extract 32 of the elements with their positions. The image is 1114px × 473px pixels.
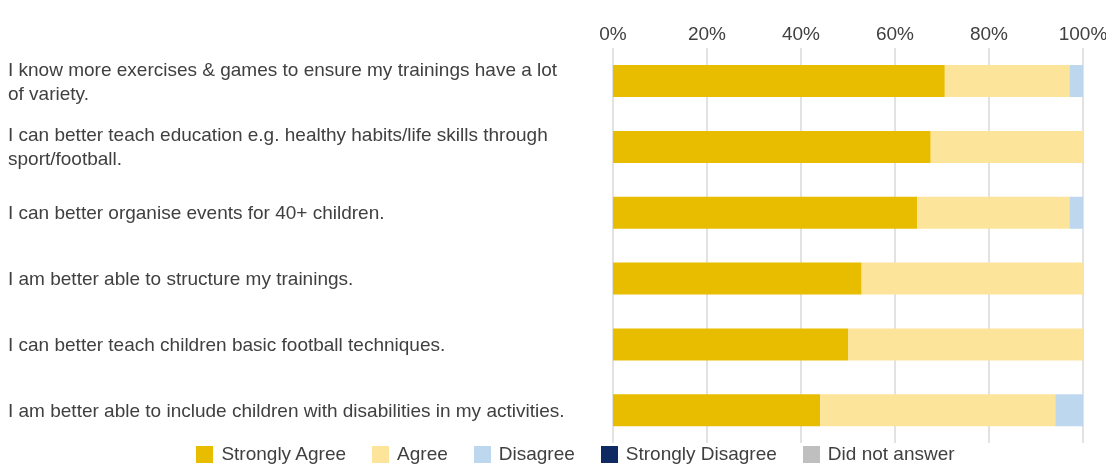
- x-tick-label: 60%: [875, 23, 915, 44]
- bar: [1069, 65, 1083, 98]
- bar: [820, 394, 1056, 427]
- y-tick-label: I can better organise events for 40+ children.: [8, 202, 385, 224]
- bar: [613, 394, 821, 427]
- legend-label: Disagree: [498, 443, 575, 465]
- y-tick-label: I am better able to include children with disabilities in my activities.: [8, 399, 565, 421]
- legend-label: Strongly Agree: [221, 443, 347, 465]
- bar: [1069, 196, 1083, 229]
- legend-label: Agree: [397, 443, 448, 465]
- bar: [944, 65, 1070, 98]
- bar: [1055, 394, 1083, 427]
- x-tick-label: 40%: [781, 23, 821, 44]
- x-tick-label: 20%: [687, 23, 727, 44]
- bar: [613, 328, 848, 361]
- bar: [861, 262, 1083, 295]
- x-tick-label: 100%: [1058, 23, 1108, 44]
- x-tick-label: 0%: [599, 23, 627, 44]
- y-tick-label: I know more exercises & games to ensure my trainings have a lot of variety.: [8, 58, 558, 104]
- bar: [848, 328, 1083, 361]
- x-tick-label: 80%: [969, 23, 1009, 44]
- bar: [613, 130, 931, 163]
- y-tick-label: I am better able to structure my trainings.: [8, 268, 354, 290]
- bar: [613, 196, 918, 229]
- bar: [613, 262, 862, 295]
- y-tick-label: I can better teach children basic football techniques.: [8, 333, 446, 355]
- bar: [917, 196, 1070, 229]
- bar: [930, 130, 1083, 163]
- legend-label: Strongly Disagree: [625, 443, 777, 465]
- legend-label: Did not answer: [827, 443, 955, 465]
- bar: [613, 65, 945, 98]
- y-tick-label: I can better teach education e.g. healthy habits/life skills through sport/football.: [8, 124, 548, 170]
